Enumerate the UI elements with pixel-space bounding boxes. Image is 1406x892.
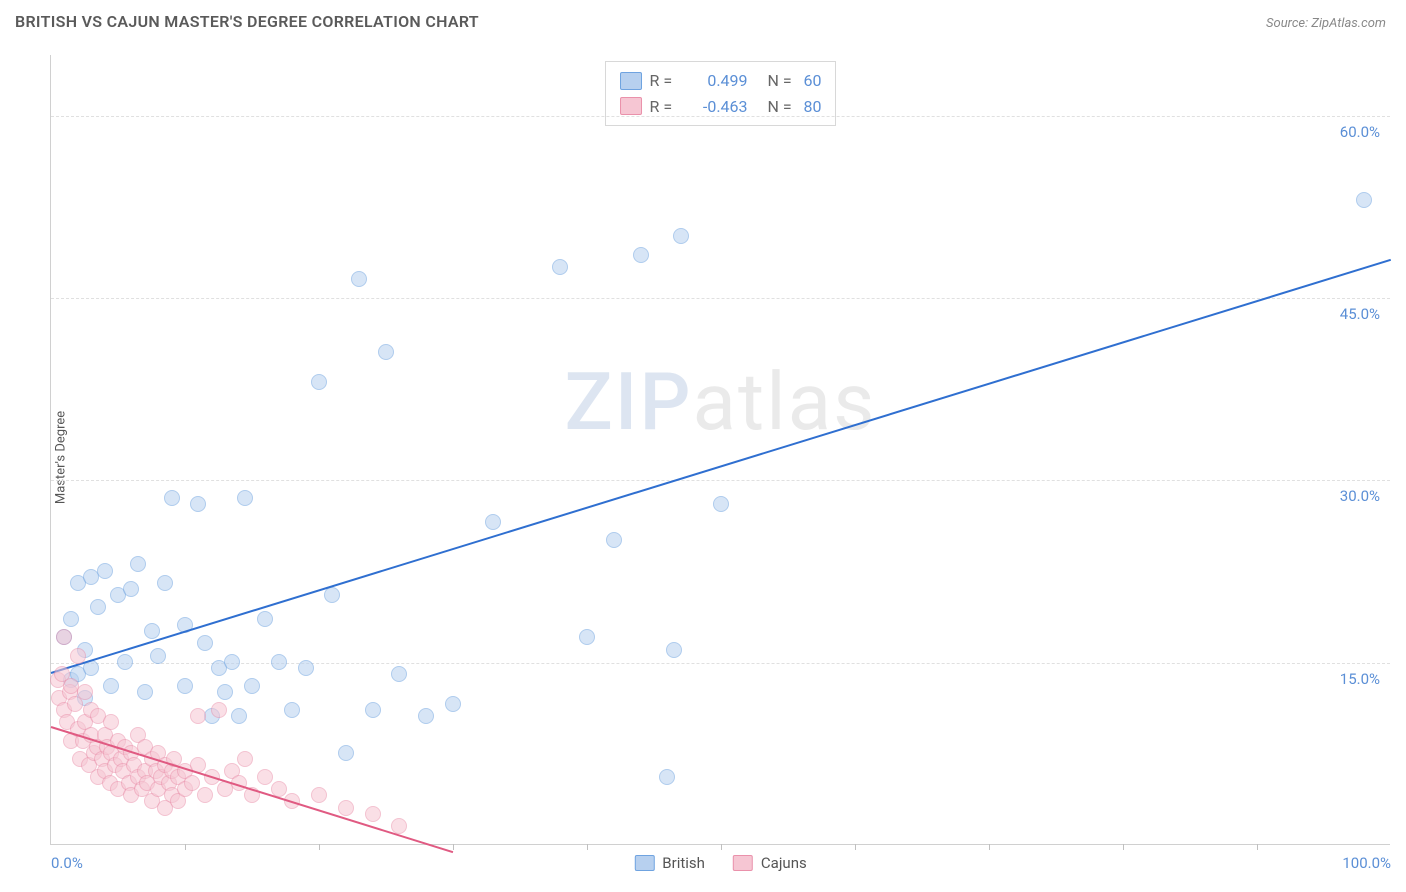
data-point [445, 696, 461, 712]
legend-swatch [620, 72, 642, 90]
y-tick-label: 60.0% [1340, 123, 1380, 141]
y-tick-label: 15.0% [1340, 670, 1380, 688]
legend-n-label: N = [768, 68, 796, 94]
y-tick-label: 45.0% [1340, 305, 1380, 323]
data-point [324, 587, 340, 603]
scatter-chart: Master's Degree ZIPatlas R = 0.499 N = 60R … [50, 55, 1390, 845]
data-point [338, 745, 354, 761]
data-point [197, 787, 213, 803]
legend-r-value: 0.499 [686, 68, 748, 94]
data-point [190, 708, 206, 724]
header: BRITISH VS CAJUN MASTER'S DEGREE CORRELA… [0, 0, 1406, 39]
legend-item: Cajuns [733, 854, 807, 872]
data-point [485, 514, 501, 530]
data-point [70, 648, 86, 664]
data-point [284, 702, 300, 718]
legend-swatch [620, 97, 642, 115]
x-tick [587, 844, 588, 850]
x-tick [453, 844, 454, 850]
data-point [365, 702, 381, 718]
data-point [298, 660, 314, 676]
watermark: ZIPatlas [565, 355, 877, 449]
x-tick [721, 844, 722, 850]
data-point [211, 702, 227, 718]
data-point [579, 629, 595, 645]
data-point [90, 599, 106, 615]
data-point [351, 271, 367, 287]
legend-label: British [662, 854, 705, 872]
data-point [63, 611, 79, 627]
data-point [257, 611, 273, 627]
data-point [257, 769, 273, 785]
data-point [418, 708, 434, 724]
data-point [144, 623, 160, 639]
x-tick [989, 844, 990, 850]
legend-swatch [733, 855, 753, 871]
data-point [97, 563, 113, 579]
data-point [137, 684, 153, 700]
gridline [51, 663, 1390, 664]
data-point [244, 678, 260, 694]
data-point [271, 654, 287, 670]
x-tick [185, 844, 186, 850]
data-point [633, 247, 649, 263]
y-axis-label: Master's Degree [54, 410, 69, 503]
data-point [130, 556, 146, 572]
x-tick [855, 844, 856, 850]
gridline [51, 298, 1390, 299]
data-point [103, 714, 119, 730]
legend-item: British [634, 854, 705, 872]
data-point [606, 532, 622, 548]
y-tick-label: 30.0% [1340, 487, 1380, 505]
data-point [391, 666, 407, 682]
gridline [51, 480, 1390, 481]
data-point [237, 751, 253, 767]
data-point [311, 787, 327, 803]
chart-title: BRITISH VS CAJUN MASTER'S DEGREE CORRELA… [15, 12, 479, 31]
data-point [673, 228, 689, 244]
x-tick [1123, 844, 1124, 850]
data-point [217, 684, 233, 700]
data-point [378, 344, 394, 360]
data-point [237, 490, 253, 506]
x-tick [319, 844, 320, 850]
data-point [666, 642, 682, 658]
legend-r-label: R = [650, 68, 678, 94]
x-tick-label: 100.0% [1342, 854, 1391, 872]
data-point [311, 374, 327, 390]
data-point [56, 629, 72, 645]
legend-label: Cajuns [761, 854, 807, 872]
data-point [190, 496, 206, 512]
data-point [77, 684, 93, 700]
data-point [184, 775, 200, 791]
source-label: Source: ZipAtlas.com [1266, 16, 1386, 31]
data-point [224, 654, 240, 670]
data-point [164, 490, 180, 506]
data-point [117, 654, 133, 670]
data-point [177, 678, 193, 694]
data-point [1356, 192, 1372, 208]
regression-line [51, 259, 1392, 674]
data-point [123, 581, 139, 597]
data-point [365, 806, 381, 822]
data-point [157, 575, 173, 591]
legend-row: R = 0.499 N = 60 [620, 68, 822, 94]
data-point [338, 800, 354, 816]
data-point [713, 496, 729, 512]
x-tick [1257, 844, 1258, 850]
legend-n-value: 60 [804, 68, 822, 94]
series-legend: British Cajuns [634, 854, 806, 872]
data-point [197, 635, 213, 651]
x-tick-label: 0.0% [51, 854, 83, 872]
data-point [103, 678, 119, 694]
data-point [231, 708, 247, 724]
gridline [51, 116, 1390, 117]
legend-swatch [634, 855, 654, 871]
data-point [150, 648, 166, 664]
data-point [391, 818, 407, 834]
data-point [659, 769, 675, 785]
data-point [552, 259, 568, 275]
